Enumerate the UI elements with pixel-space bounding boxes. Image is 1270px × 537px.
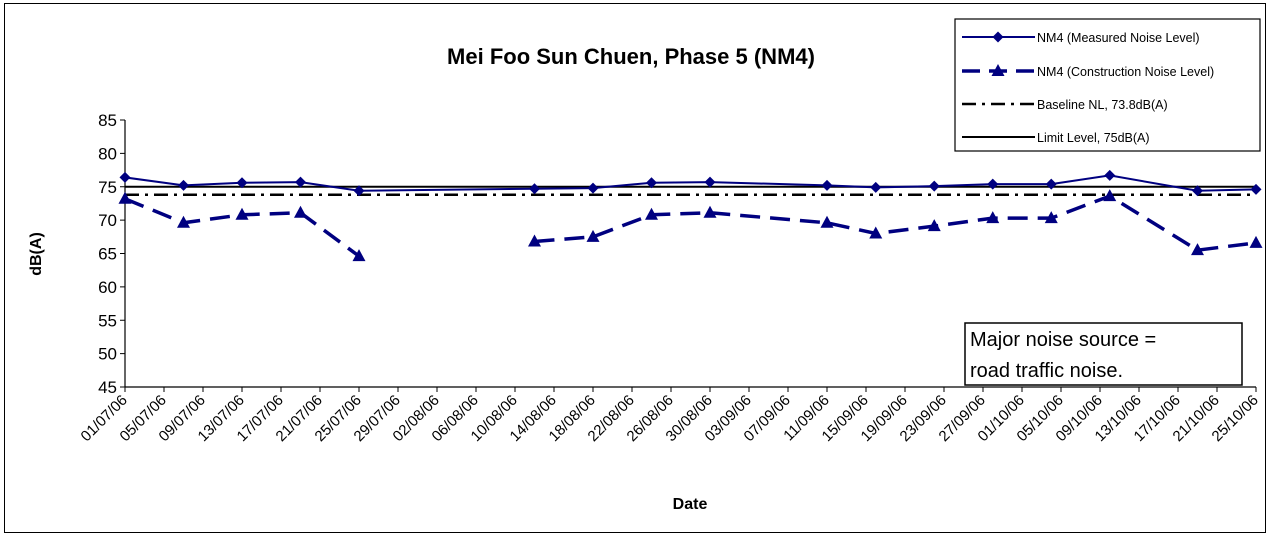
- legend-label: Baseline NL, 73.8dB(A): [1037, 98, 1168, 112]
- y-tick-label: 60: [98, 278, 117, 297]
- legend-box: [954, 18, 1261, 152]
- measured-point: [1192, 185, 1203, 197]
- construction-point: [118, 191, 132, 204]
- y-axis-ticks: 45 50 55 60 65 70 75 80 85: [98, 111, 125, 397]
- measured-point: [587, 182, 599, 194]
- construction-noise-series: [118, 189, 1263, 262]
- measured-point: [821, 179, 833, 191]
- y-tick-label: 75: [98, 178, 117, 197]
- y-axis-title: dB(A): [28, 232, 45, 276]
- construction-point: [927, 219, 941, 232]
- measured-point: [704, 176, 716, 188]
- measured-point: [1250, 183, 1262, 195]
- construction-point: [703, 205, 717, 218]
- legend: NM4 (Measured Noise Level) NM4 (Construct…: [954, 18, 1261, 152]
- construction-point: [820, 215, 834, 228]
- legend-measured-marker: [992, 31, 1004, 43]
- construction-line: [534, 194, 1257, 252]
- measured-point: [870, 181, 882, 193]
- measured-point: [529, 183, 540, 195]
- construction-point: [986, 211, 1000, 224]
- chart-title: Mei Foo Sun Chuen, Phase 5 (NM4): [447, 44, 815, 69]
- y-tick-label: 65: [98, 245, 117, 264]
- note-frame: [964, 322, 1243, 386]
- legend-label: NM4 (Measured Noise Level): [1037, 31, 1200, 45]
- construction-point: [352, 249, 366, 262]
- legend-label: Limit Level, 75dB(A): [1037, 131, 1150, 145]
- x-axis-title: Date: [673, 496, 708, 513]
- construction-point: [1103, 189, 1117, 202]
- construction-point: [1249, 235, 1263, 248]
- construction-line: [124, 197, 361, 258]
- y-tick-label: 80: [98, 144, 117, 163]
- measured-point: [1104, 169, 1116, 181]
- construction-point: [528, 234, 541, 247]
- measured-point: [928, 180, 940, 192]
- construction-point: [869, 226, 883, 239]
- measured-point: [236, 177, 248, 189]
- y-tick-label: 85: [98, 111, 117, 130]
- construction-point: [1191, 243, 1204, 256]
- y-tick-label: 70: [98, 211, 117, 230]
- y-tick-label: 45: [98, 378, 117, 397]
- construction-point: [586, 229, 600, 242]
- measured-point: [119, 171, 131, 183]
- measured-point: [987, 178, 999, 190]
- construction-point: [645, 207, 658, 220]
- measured-point: [1045, 178, 1057, 190]
- measured-noise-series: [119, 169, 1262, 197]
- measured-point: [295, 176, 306, 188]
- measured-point: [353, 185, 365, 197]
- construction-point: [177, 215, 190, 228]
- measured-line: [124, 174, 1257, 192]
- note-line-2: road traffic noise.: [970, 360, 1123, 382]
- construction-point: [1044, 211, 1058, 224]
- legend-label: NM4 (Construction Noise Level): [1037, 65, 1214, 79]
- note-line-1: Major noise source =: [970, 329, 1156, 351]
- y-tick-label: 50: [98, 345, 117, 364]
- legend-construction-marker: [991, 64, 1005, 76]
- measured-point: [178, 179, 189, 191]
- construction-point: [235, 207, 249, 220]
- measured-point: [646, 177, 657, 189]
- y-tick-label: 55: [98, 311, 117, 330]
- x-axis-ticks: 01/07/0605/07/0609/07/0613/07/0617/07/06…: [78, 387, 1262, 445]
- note-box: Major noise source = road traffic noise.: [964, 322, 1243, 386]
- construction-point: [294, 205, 307, 218]
- chart-area: [4, 3, 1266, 533]
